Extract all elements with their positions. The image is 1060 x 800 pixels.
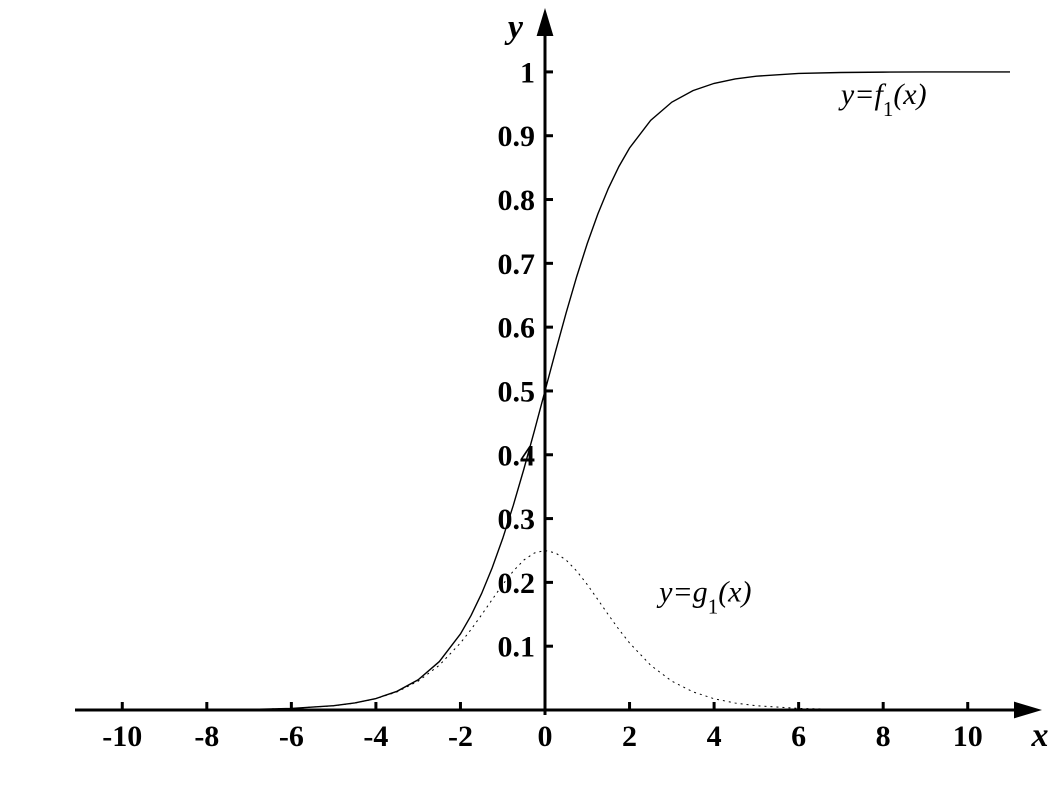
y-tick-label: 0.8 [498, 184, 536, 217]
x-tick-label: -6 [279, 720, 304, 753]
y-tick-label: 0.5 [498, 375, 536, 408]
x-tick-label: 4 [707, 720, 722, 753]
x-tick-label: 10 [953, 720, 983, 753]
y-tick-label: 0.1 [498, 631, 536, 664]
y-tick-label: 1 [520, 56, 535, 89]
x-axis-label: x [1031, 717, 1049, 754]
function-plot: -10 -8 -6 -4 -2 0 2 4 6 8 10 0.1 0.2 0.3 0.4 0.5 0.6 0.7 0… [0, 0, 1060, 800]
y-tick-label: 0.6 [498, 312, 536, 345]
x-tick-label: 0 [538, 720, 553, 753]
x-tick-label: -10 [102, 720, 142, 753]
y-tick-label: 0.4 [498, 439, 536, 472]
x-tick-label: -4 [363, 720, 388, 753]
x-tick-label: 6 [791, 720, 806, 753]
y-tick-label: 0.2 [498, 567, 536, 600]
x-tick-label: -2 [448, 720, 473, 753]
y-tick-label: 0.3 [498, 503, 536, 536]
y-tick-label: 0.9 [498, 120, 536, 153]
x-tick-label: -8 [194, 720, 219, 753]
y-tick-label: 0.7 [498, 248, 536, 281]
x-tick-label: 8 [876, 720, 891, 753]
x-tick-label: 2 [622, 720, 637, 753]
